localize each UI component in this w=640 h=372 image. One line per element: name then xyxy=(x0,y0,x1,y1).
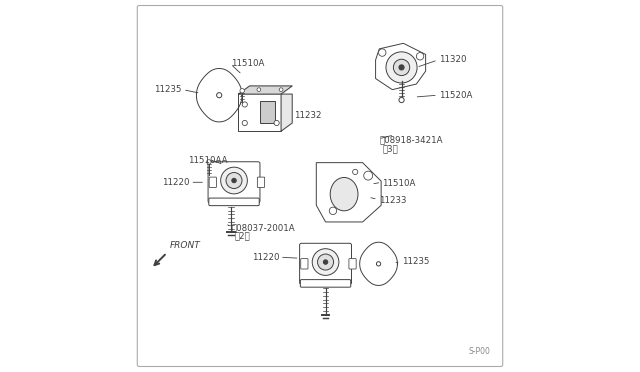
FancyBboxPatch shape xyxy=(349,259,356,269)
Text: S-P00: S-P00 xyxy=(468,347,490,356)
Text: Ⓑ08037-2001A: Ⓑ08037-2001A xyxy=(232,223,296,232)
Circle shape xyxy=(399,97,404,103)
Circle shape xyxy=(207,160,211,164)
Circle shape xyxy=(279,88,283,92)
Polygon shape xyxy=(196,68,242,122)
Circle shape xyxy=(329,207,337,215)
Circle shape xyxy=(317,254,333,270)
Text: 11320: 11320 xyxy=(438,55,466,64)
Text: 11220: 11220 xyxy=(162,178,189,187)
Bar xyxy=(260,101,275,123)
Text: 11235: 11235 xyxy=(154,85,181,94)
Circle shape xyxy=(364,171,372,180)
FancyBboxPatch shape xyxy=(209,177,216,187)
Text: 11520A: 11520A xyxy=(438,91,472,100)
Circle shape xyxy=(323,260,328,264)
Circle shape xyxy=(386,52,417,83)
FancyBboxPatch shape xyxy=(300,280,351,287)
Circle shape xyxy=(378,49,386,56)
Circle shape xyxy=(257,88,260,92)
Circle shape xyxy=(221,167,248,194)
Text: 11235: 11235 xyxy=(401,257,429,266)
Circle shape xyxy=(376,262,381,266)
Text: FRONT: FRONT xyxy=(170,241,200,250)
Circle shape xyxy=(312,249,339,275)
FancyBboxPatch shape xyxy=(301,259,308,269)
Polygon shape xyxy=(281,94,292,131)
Circle shape xyxy=(242,102,248,107)
Text: 11510A: 11510A xyxy=(382,179,415,187)
FancyBboxPatch shape xyxy=(208,162,260,203)
Circle shape xyxy=(399,65,404,70)
Text: 11510AA: 11510AA xyxy=(188,155,228,164)
Ellipse shape xyxy=(330,177,358,211)
Circle shape xyxy=(226,173,242,189)
Polygon shape xyxy=(376,43,426,90)
FancyBboxPatch shape xyxy=(300,243,351,284)
FancyBboxPatch shape xyxy=(239,94,281,131)
Circle shape xyxy=(240,89,244,93)
Text: Ⓝ08918-3421A: Ⓝ08918-3421A xyxy=(380,135,443,144)
Text: 〈2〉: 〈2〉 xyxy=(235,231,250,241)
Circle shape xyxy=(216,93,222,98)
Circle shape xyxy=(353,169,358,174)
Polygon shape xyxy=(360,242,397,285)
Text: 11232: 11232 xyxy=(294,111,321,120)
FancyBboxPatch shape xyxy=(209,198,259,206)
Circle shape xyxy=(417,52,424,60)
Text: 11510A: 11510A xyxy=(231,59,264,68)
Polygon shape xyxy=(239,86,292,94)
Circle shape xyxy=(232,178,236,183)
Polygon shape xyxy=(316,163,381,222)
Text: 11233: 11233 xyxy=(378,196,406,205)
Circle shape xyxy=(274,121,279,126)
FancyBboxPatch shape xyxy=(257,177,264,187)
Text: 11220: 11220 xyxy=(252,253,279,262)
Circle shape xyxy=(242,121,248,126)
Text: 〈3〉: 〈3〉 xyxy=(382,144,398,153)
Circle shape xyxy=(394,59,410,76)
